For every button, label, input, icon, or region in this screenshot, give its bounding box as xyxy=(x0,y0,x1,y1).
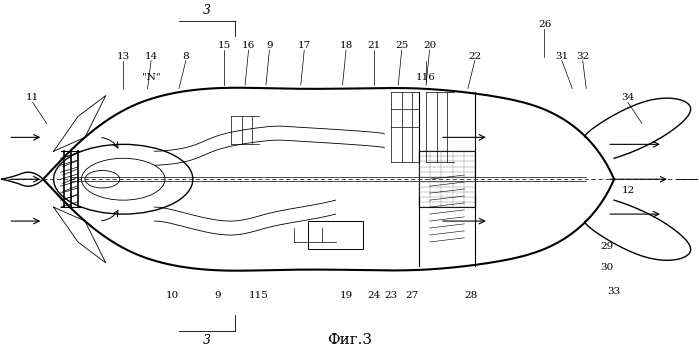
Text: 34: 34 xyxy=(621,93,635,103)
Text: 14: 14 xyxy=(145,51,158,61)
Text: 10: 10 xyxy=(166,291,178,300)
Text: 18: 18 xyxy=(340,41,352,50)
Text: 20: 20 xyxy=(423,41,436,50)
Text: 32: 32 xyxy=(576,51,589,61)
Bar xyxy=(308,221,363,249)
Text: 11: 11 xyxy=(26,93,39,103)
Text: 9: 9 xyxy=(214,291,220,300)
Text: 3: 3 xyxy=(203,4,211,17)
Text: 24: 24 xyxy=(367,291,380,300)
Text: 17: 17 xyxy=(298,41,311,50)
Text: 8: 8 xyxy=(182,51,189,61)
Text: 30: 30 xyxy=(600,263,614,272)
Text: 33: 33 xyxy=(607,287,621,296)
Text: "N": "N" xyxy=(142,72,160,82)
Text: 29: 29 xyxy=(600,242,614,251)
Text: 12: 12 xyxy=(621,186,635,195)
Text: Фиг.3: Фиг.3 xyxy=(327,333,372,346)
Text: 23: 23 xyxy=(384,291,398,300)
Text: 28: 28 xyxy=(465,291,478,300)
Text: 26: 26 xyxy=(538,20,551,29)
Text: 21: 21 xyxy=(367,41,380,50)
Text: 19: 19 xyxy=(340,291,352,300)
Text: 9: 9 xyxy=(266,41,273,50)
Text: 25: 25 xyxy=(395,41,408,50)
Text: 15: 15 xyxy=(217,41,231,50)
Text: 116: 116 xyxy=(416,72,436,82)
Text: 31: 31 xyxy=(555,51,568,61)
Text: 16: 16 xyxy=(242,41,255,50)
Text: 22: 22 xyxy=(468,51,482,61)
Bar xyxy=(419,151,475,207)
Text: 3: 3 xyxy=(203,334,211,348)
Text: 27: 27 xyxy=(405,291,419,300)
Text: 13: 13 xyxy=(117,51,130,61)
Text: 115: 115 xyxy=(249,291,269,300)
